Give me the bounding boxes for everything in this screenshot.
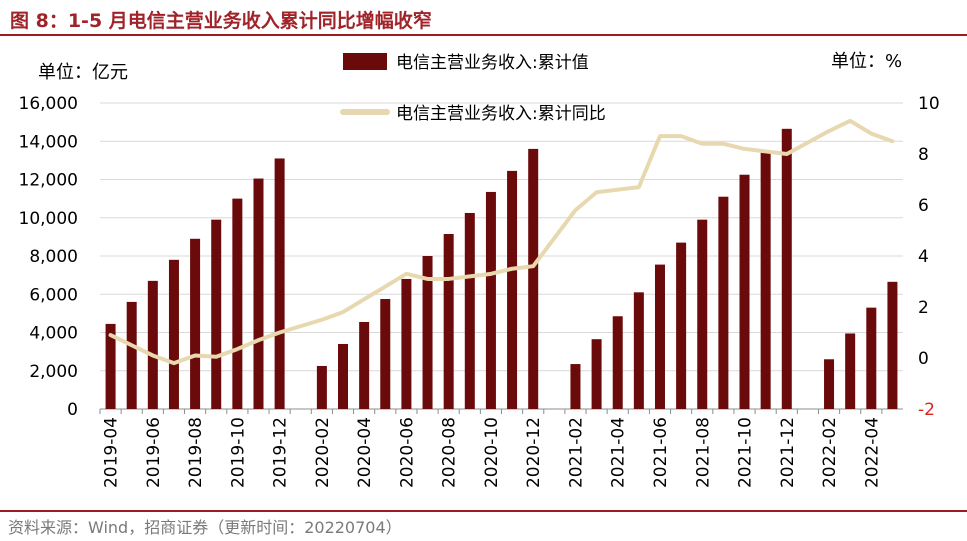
y-left-tick-label: 6,000 [29, 285, 78, 305]
footer-divider [0, 510, 967, 512]
bar [633, 292, 644, 409]
bar [168, 259, 179, 409]
x-tick-label: 2020-08 [440, 417, 460, 488]
y-right-tick-label: 4 [918, 247, 929, 267]
x-tick-label: 2021-08 [693, 417, 713, 488]
x-tick-label: 2020-04 [355, 417, 375, 488]
y-left-tick-label: 16,000 [19, 94, 78, 114]
x-tick-label: 2019-10 [228, 417, 248, 488]
title-bar: 图 8：1-5 月电信主营业务收入累计同比增幅收窄 [0, 0, 967, 36]
bar [845, 333, 856, 409]
x-tick-label: 2021-10 [736, 417, 756, 488]
line-series [108, 118, 895, 366]
bar [485, 191, 496, 409]
x-tick-label: 2020-10 [482, 417, 502, 488]
bar [760, 152, 771, 409]
bar [316, 365, 327, 409]
x-tick-label: 2020-06 [397, 417, 417, 488]
legend-bar-label: 电信主营业务收入:累计值 [396, 53, 589, 73]
y-right-tick-label: 6 [918, 196, 929, 216]
bar [739, 174, 750, 409]
x-axis: 2019-04 2019-06 2019-08 2019-10 2019-12 2020-… [99, 409, 883, 488]
y-left-tick-label: 12,000 [19, 171, 78, 191]
y-left-tick-label: 14,000 [19, 132, 78, 152]
x-tick-label: 2021-12 [778, 417, 798, 488]
bar [676, 242, 687, 409]
bar [338, 343, 349, 409]
x-tick-label: 2019-04 [102, 417, 122, 488]
bar [443, 234, 454, 409]
y-right-tick-label: -2 [918, 400, 935, 420]
bar [232, 198, 243, 409]
x-tick-label: 2020-02 [313, 417, 333, 488]
legend-line-label: 电信主营业务收入:累计同比 [396, 104, 606, 124]
y-left-tick-label: 2,000 [29, 362, 78, 382]
bar [190, 238, 201, 409]
bar [507, 170, 518, 409]
bar [654, 264, 665, 409]
bar [253, 178, 264, 409]
bar [866, 307, 877, 409]
legend: 电信主营业务收入:累计值 电信主营业务收入:累计同比 [340, 53, 606, 124]
source-note: 资料来源：Wind，招商证券（更新时间：20220704） [8, 518, 402, 537]
bar [359, 321, 370, 409]
bar [591, 339, 602, 409]
y-left-tick-label: 8,000 [29, 247, 78, 267]
bar [147, 280, 158, 409]
bar [887, 281, 898, 409]
x-tick-label: 2021-06 [651, 417, 671, 488]
y-left-tick-label: 4,000 [29, 324, 78, 344]
bar [528, 148, 539, 409]
y-right-tick-label: 2 [918, 298, 929, 318]
y-axis-left: 0 2,000 4,000 6,000 8,000 10,000 12,000 14,000 1… [19, 94, 78, 420]
left-unit-label: 单位：亿元 [38, 62, 128, 83]
bar [105, 323, 116, 409]
bar [211, 219, 222, 409]
bar [697, 219, 708, 409]
y-right-tick-label: 0 [918, 349, 929, 369]
bar [612, 316, 623, 409]
y-right-tick-label: 10 [918, 94, 940, 114]
x-tick-label: 2022-02 [820, 417, 840, 488]
bar [718, 196, 729, 409]
bar [401, 278, 412, 409]
x-tick-label: 2019-12 [271, 417, 291, 488]
bar [824, 359, 835, 409]
x-tick-label: 2019-08 [186, 417, 206, 488]
bar [781, 128, 792, 409]
bar [274, 158, 285, 409]
x-tick-label: 2022-04 [862, 417, 882, 488]
chart-title: 图 8：1-5 月电信主营业务收入累计同比增幅收窄 [10, 10, 432, 32]
x-tick-label: 2020-12 [524, 417, 544, 488]
bar-series [105, 128, 898, 409]
x-tick-label: 2021-04 [609, 417, 629, 488]
bar [422, 256, 433, 409]
bar [464, 212, 475, 409]
bar [570, 364, 581, 409]
bar [380, 299, 391, 409]
legend-bar-swatch [343, 53, 387, 70]
line-path [108, 118, 895, 366]
y-right-tick-label: 8 [918, 145, 929, 165]
y-left-tick-label: 0 [67, 400, 78, 420]
right-unit-label: 单位：% [831, 51, 902, 72]
bar [126, 301, 137, 409]
x-tick-label: 2019-06 [144, 417, 164, 488]
y-left-tick-label: 10,000 [19, 209, 78, 229]
y-axis-right: -2 0 2 4 6 8 10 [918, 94, 940, 420]
x-tick-label: 2021-02 [566, 417, 586, 488]
